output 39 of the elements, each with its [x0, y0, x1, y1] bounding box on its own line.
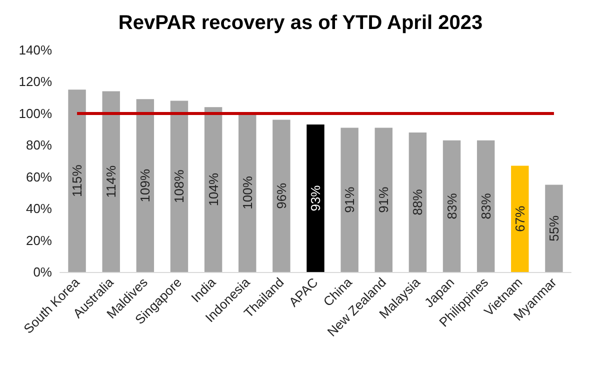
data-label: 88%	[410, 188, 426, 216]
data-label: 55%	[546, 214, 562, 242]
bar	[340, 128, 358, 272]
bar	[545, 184, 563, 272]
y-tick-label: 100%	[18, 106, 52, 121]
data-label: 83%	[478, 192, 494, 220]
bar	[442, 140, 461, 272]
bar	[136, 99, 154, 272]
chart-title: RevPAR recovery as of YTD April 2023	[118, 12, 483, 34]
data-label: 109%	[138, 168, 153, 202]
bar	[511, 166, 529, 272]
bar	[102, 91, 120, 272]
bar	[272, 120, 290, 272]
data-label: 108%	[172, 169, 187, 203]
y-tick-label: 20%	[26, 232, 52, 248]
data-label: 114%	[104, 165, 119, 198]
data-label: 91%	[342, 186, 358, 213]
y-tick-label: 140%	[18, 42, 52, 58]
y-tick-label: 0%	[33, 264, 52, 280]
bar	[170, 100, 188, 272]
bar	[68, 90, 86, 272]
data-label: 67%	[512, 205, 528, 232]
data-label: 83%	[444, 192, 460, 220]
bar	[476, 140, 495, 272]
y-tick-label: 80%	[26, 138, 52, 153]
y-tick-label: 60%	[26, 169, 52, 184]
y-tick-label: 40%	[26, 201, 52, 216]
data-label: 115%	[70, 164, 85, 197]
bar	[306, 124, 324, 272]
data-label: 96%	[274, 182, 289, 209]
data-label: 93%	[308, 184, 323, 212]
bar	[238, 113, 256, 272]
y-tick-label: 120%	[18, 74, 52, 90]
bar	[204, 107, 222, 272]
data-label: 104%	[206, 172, 221, 206]
data-label: 91%	[376, 186, 392, 213]
bar	[408, 132, 427, 272]
data-label: 100%	[240, 176, 255, 210]
bar	[374, 128, 392, 272]
